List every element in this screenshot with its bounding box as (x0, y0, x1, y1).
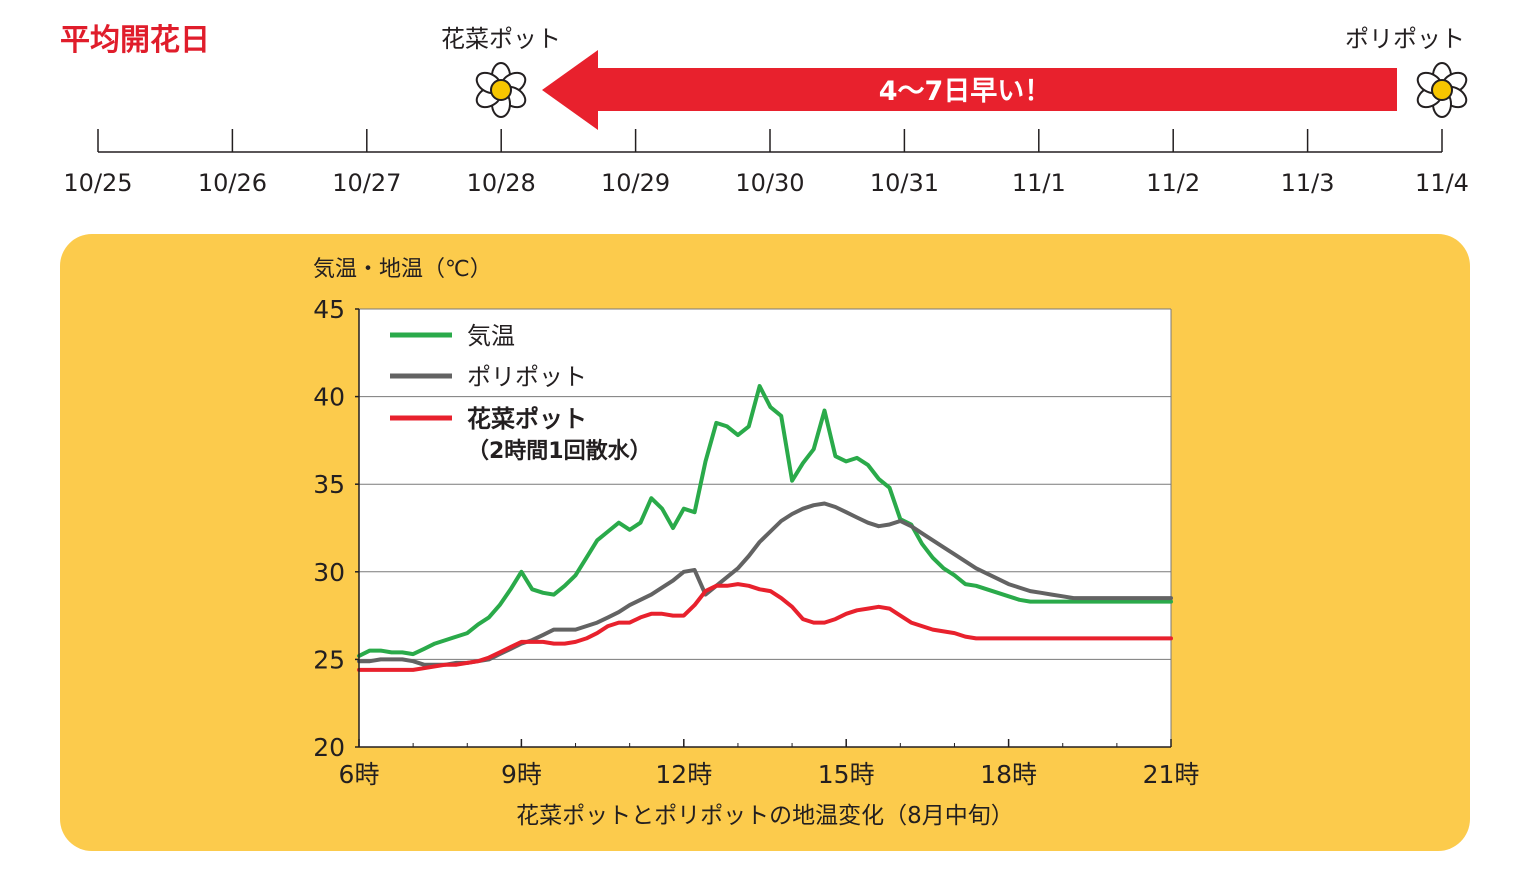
x-tick-label: 12時 (655, 760, 712, 789)
x-tick-label: 9時 (501, 760, 542, 789)
timeline-date-label: 10/30 (735, 169, 804, 197)
legend-label-air-temp: 気温 (467, 322, 515, 350)
left-pot-label: 花菜ポット (441, 25, 561, 53)
y-axis-label: 気温・地温（℃） (313, 257, 492, 282)
legend-label-hanana-pot-note: （2時間1回散水） (467, 439, 652, 464)
right-pot-label: ポリポット (1345, 25, 1465, 53)
timeline-date-label: 11/3 (1281, 169, 1335, 197)
y-tick-label: 45 (313, 295, 345, 324)
legend-label-poly-pot: ポリポット (467, 363, 587, 391)
legend-label-hanana-pot: 花菜ポット (467, 405, 587, 433)
x-axis-label: 花菜ポットとポリポットの地温変化（8月中旬） (516, 803, 1014, 829)
y-tick-label: 20 (313, 733, 345, 762)
y-tick-label: 30 (313, 558, 345, 587)
y-tick-label: 35 (313, 470, 345, 499)
flower-icon (1416, 62, 1468, 118)
timeline-date-label: 11/2 (1146, 169, 1200, 197)
legend: 気温 ポリポット 花菜ポット （2時間1回散水） (390, 322, 652, 464)
x-tick-label: 6時 (339, 760, 380, 789)
timeline-date-label: 10/26 (198, 169, 267, 197)
air-temperature-line (357, 384, 1173, 658)
timeline-date-label: 10/28 (467, 169, 536, 197)
x-tick-label: 18時 (980, 760, 1037, 789)
timeline-date-label: 10/29 (601, 169, 670, 197)
arrow-text: 4〜7日早い！ (879, 76, 1052, 107)
x-tick-label: 21時 (1143, 760, 1200, 789)
hanana-pot-line (357, 582, 1173, 672)
y-tick-label: 40 (313, 383, 345, 412)
timeline-date-label: 10/27 (332, 169, 401, 197)
earlier-arrow (542, 50, 1397, 130)
timeline-date-label: 10/25 (63, 169, 132, 197)
timeline-date-label: 11/4 (1415, 169, 1469, 197)
page-title: 平均開花日 (60, 23, 210, 58)
timeline-date-label: 11/1 (1012, 169, 1066, 197)
flowering-date-timeline: 平均開花日 花菜ポット ポリポット 4〜7日早い！ 10/25 10/26 10/2… (60, 23, 1469, 197)
x-tick-label: 15時 (818, 760, 875, 789)
flower-icon (475, 62, 527, 118)
plot-area (359, 309, 1171, 747)
y-tick-label: 25 (313, 645, 345, 674)
timeline-date-label: 10/31 (870, 169, 939, 197)
